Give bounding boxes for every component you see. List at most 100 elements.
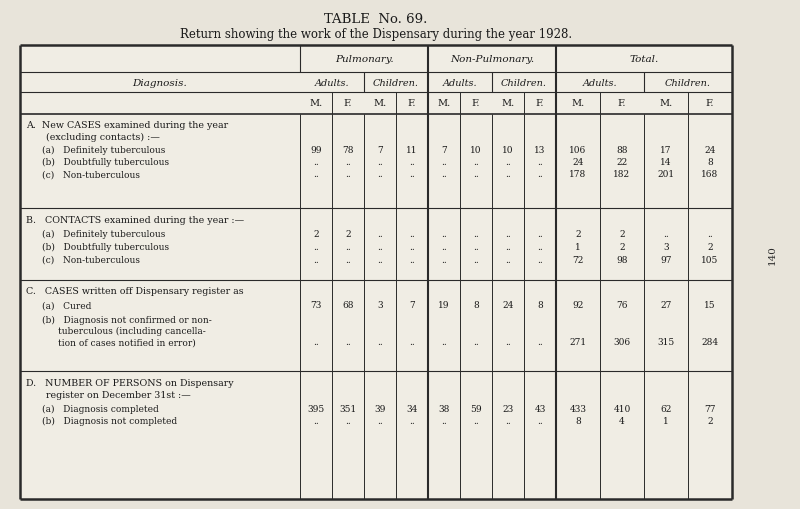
Text: ..: .. bbox=[377, 337, 383, 347]
Text: 395: 395 bbox=[307, 404, 325, 413]
Text: M.: M. bbox=[659, 99, 673, 108]
Text: 19: 19 bbox=[438, 301, 450, 310]
Text: M.: M. bbox=[438, 99, 450, 108]
Text: 168: 168 bbox=[702, 170, 718, 179]
Text: 2: 2 bbox=[707, 416, 713, 425]
Text: Children.: Children. bbox=[373, 78, 419, 88]
Text: 2: 2 bbox=[575, 230, 581, 239]
Text: (a)   Definitely tuberculous: (a) Definitely tuberculous bbox=[42, 146, 166, 155]
Text: 97: 97 bbox=[660, 255, 672, 264]
Text: ..: .. bbox=[313, 337, 319, 347]
Text: F.: F. bbox=[706, 99, 714, 108]
Text: Total.: Total. bbox=[630, 55, 658, 64]
Text: 88: 88 bbox=[616, 146, 628, 155]
Text: Non-Pulmonary.: Non-Pulmonary. bbox=[450, 55, 534, 64]
Text: 8: 8 bbox=[537, 301, 543, 310]
Text: 27: 27 bbox=[660, 301, 672, 310]
Text: ..: .. bbox=[663, 230, 669, 239]
Text: tuberculous (including cancella-: tuberculous (including cancella- bbox=[58, 326, 206, 335]
Text: 68: 68 bbox=[342, 301, 354, 310]
Text: ..: .. bbox=[473, 255, 479, 264]
Text: 24: 24 bbox=[572, 158, 584, 167]
Text: ..: .. bbox=[313, 242, 319, 251]
Text: (a)   Definitely tuberculous: (a) Definitely tuberculous bbox=[42, 230, 166, 239]
Text: ..: .. bbox=[377, 242, 383, 251]
Text: ..: .. bbox=[537, 170, 543, 179]
Text: F.: F. bbox=[536, 99, 544, 108]
Text: 24: 24 bbox=[502, 301, 514, 310]
Text: 8: 8 bbox=[707, 158, 713, 167]
Text: (b)   Diagnosis not completed: (b) Diagnosis not completed bbox=[42, 416, 178, 425]
Text: F.: F. bbox=[472, 99, 480, 108]
Text: 178: 178 bbox=[570, 170, 586, 179]
Text: ..: .. bbox=[313, 416, 319, 425]
Text: ..: .. bbox=[473, 230, 479, 239]
Text: ..: .. bbox=[441, 158, 447, 167]
Text: 4: 4 bbox=[619, 416, 625, 425]
Text: 22: 22 bbox=[616, 158, 628, 167]
Text: 306: 306 bbox=[614, 337, 630, 347]
Text: 39: 39 bbox=[374, 404, 386, 413]
Text: M.: M. bbox=[502, 99, 514, 108]
Text: 24: 24 bbox=[704, 146, 716, 155]
Text: 140: 140 bbox=[767, 245, 777, 264]
Text: ..: .. bbox=[537, 255, 543, 264]
Text: 271: 271 bbox=[570, 337, 586, 347]
Text: C.   CASES written off Dispensary register as: C. CASES written off Dispensary register… bbox=[26, 287, 244, 296]
Text: Adults.: Adults. bbox=[314, 78, 350, 88]
Text: ..: .. bbox=[409, 416, 415, 425]
Text: 17: 17 bbox=[660, 146, 672, 155]
Text: F.: F. bbox=[618, 99, 626, 108]
Text: 201: 201 bbox=[658, 170, 674, 179]
Text: 43: 43 bbox=[534, 404, 546, 413]
Text: 410: 410 bbox=[614, 404, 630, 413]
Text: ..: .. bbox=[441, 170, 447, 179]
Text: 38: 38 bbox=[438, 404, 450, 413]
Text: 59: 59 bbox=[470, 404, 482, 413]
Text: ..: .. bbox=[377, 230, 383, 239]
Text: (a)   Cured: (a) Cured bbox=[42, 301, 92, 310]
Text: ..: .. bbox=[377, 255, 383, 264]
Text: ..: .. bbox=[377, 158, 383, 167]
Text: 105: 105 bbox=[702, 255, 718, 264]
Text: 23: 23 bbox=[502, 404, 514, 413]
Text: 76: 76 bbox=[616, 301, 628, 310]
Text: ..: .. bbox=[537, 158, 543, 167]
Text: ..: .. bbox=[313, 158, 319, 167]
Text: Children.: Children. bbox=[665, 78, 711, 88]
Text: 284: 284 bbox=[702, 337, 718, 347]
Text: 1: 1 bbox=[575, 242, 581, 251]
Text: 92: 92 bbox=[572, 301, 584, 310]
Text: ..: .. bbox=[473, 337, 479, 347]
Text: 315: 315 bbox=[658, 337, 674, 347]
Text: M.: M. bbox=[310, 99, 322, 108]
Text: ..: .. bbox=[707, 230, 713, 239]
Text: ..: .. bbox=[473, 158, 479, 167]
Text: 7: 7 bbox=[441, 146, 447, 155]
Text: 34: 34 bbox=[406, 404, 418, 413]
Text: F.: F. bbox=[408, 99, 416, 108]
Text: ..: .. bbox=[537, 242, 543, 251]
Text: 351: 351 bbox=[339, 404, 357, 413]
Text: ..: .. bbox=[313, 170, 319, 179]
Text: (b)   Doubtfully tuberculous: (b) Doubtfully tuberculous bbox=[42, 158, 170, 167]
Text: 2: 2 bbox=[619, 230, 625, 239]
Text: ..: .. bbox=[345, 158, 351, 167]
Text: 10: 10 bbox=[470, 146, 482, 155]
Text: 3: 3 bbox=[663, 242, 669, 251]
Text: ..: .. bbox=[409, 255, 415, 264]
Text: 2: 2 bbox=[345, 230, 351, 239]
Text: D.   NUMBER OF PERSONS on Dispensary: D. NUMBER OF PERSONS on Dispensary bbox=[26, 378, 234, 387]
Text: Diagnosis.: Diagnosis. bbox=[133, 78, 187, 88]
Text: ..: .. bbox=[505, 416, 511, 425]
Text: (b)   Doubtfully tuberculous: (b) Doubtfully tuberculous bbox=[42, 242, 170, 251]
Text: tion of cases notified in error): tion of cases notified in error) bbox=[58, 337, 196, 347]
Text: ..: .. bbox=[473, 416, 479, 425]
Text: 433: 433 bbox=[570, 404, 586, 413]
Text: M.: M. bbox=[374, 99, 386, 108]
Text: ..: .. bbox=[409, 170, 415, 179]
Text: Adults.: Adults. bbox=[442, 78, 478, 88]
Text: ..: .. bbox=[441, 337, 447, 347]
Text: ..: .. bbox=[505, 255, 511, 264]
Text: 13: 13 bbox=[534, 146, 546, 155]
